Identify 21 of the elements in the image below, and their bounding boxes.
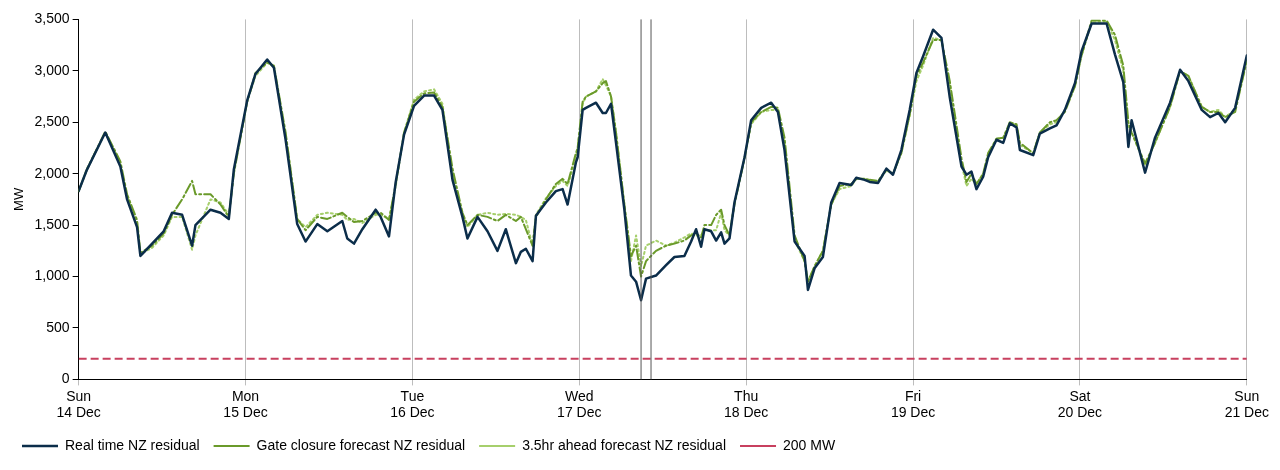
y-tick-label: 3,500 — [34, 10, 70, 27]
legend-label: Real time NZ residual — [65, 436, 200, 453]
y-tick-label: 1,000 — [34, 267, 70, 284]
y-tick-label: 2,500 — [34, 113, 70, 130]
y-tick-label: 0 — [61, 370, 70, 387]
x-tick-label: Mon 15 Dec — [223, 387, 268, 421]
x-tick-label: Sun 14 Dec — [56, 387, 101, 421]
y-tick-label: 500 — [46, 318, 70, 335]
x-tick-label: Wed 17 Dec — [557, 387, 602, 421]
y-tick-label: 2,000 — [34, 164, 70, 181]
x-tick-label: Sun 21 Dec — [1224, 387, 1269, 421]
legend-label: 3.5hr ahead forecast NZ residual — [522, 436, 727, 453]
x-tick-label: Thu 18 Dec — [723, 387, 769, 421]
x-tick-label: Tue 16 Dec — [390, 387, 435, 421]
x-tick-label: Fri 19 Dec — [890, 387, 936, 421]
legend-label: Gate closure forecast NZ residual — [256, 436, 466, 453]
y-tick-label: 3,000 — [34, 61, 70, 78]
y-tick-label: 1,500 — [34, 215, 70, 232]
y-axis-title: MW — [11, 187, 27, 211]
legend-label: 200 MW — [783, 436, 836, 453]
x-tick-label: Sat 20 Dec — [1057, 387, 1103, 421]
